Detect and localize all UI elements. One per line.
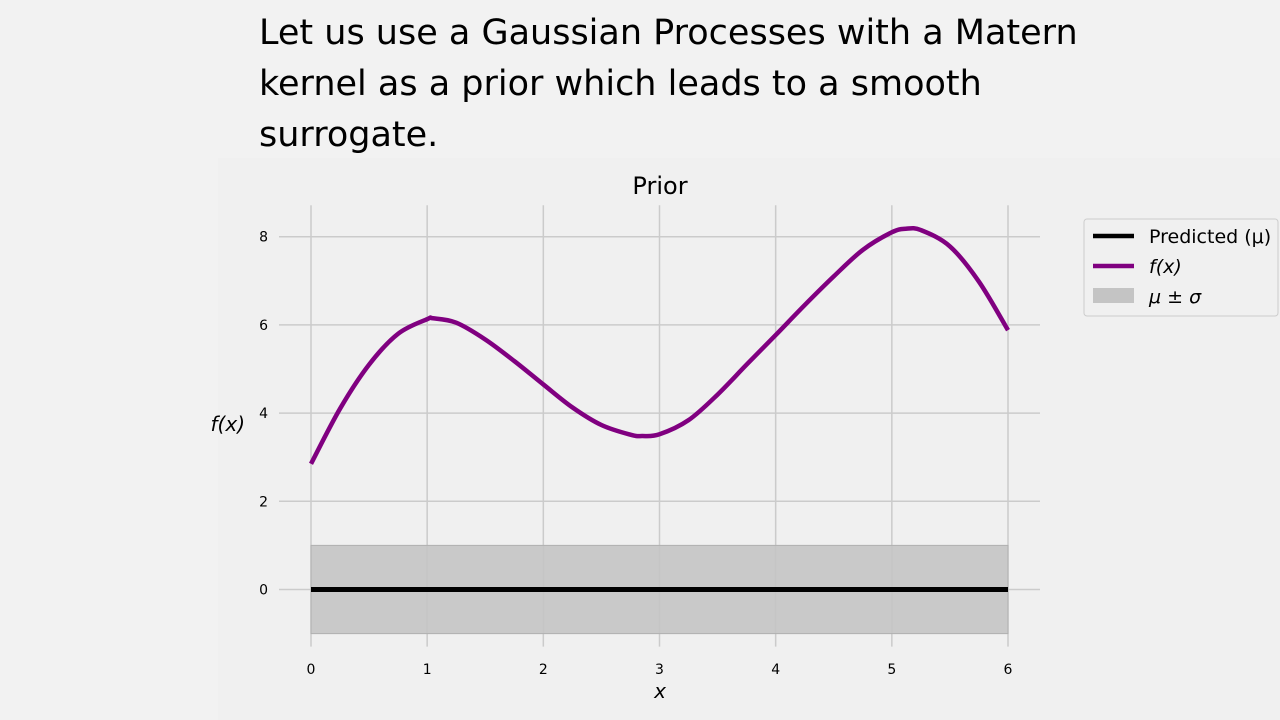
legend-f-label: f(x) — [1149, 256, 1182, 278]
legend: Predicted (μ) f(x) μ ± σ — [1083, 218, 1279, 317]
x-tick-label: 4 — [771, 662, 780, 678]
legend-band-swatch — [1093, 288, 1134, 303]
x-tick-label: 2 — [539, 662, 548, 678]
y-tick-label: 2 — [259, 494, 268, 510]
f-curve — [309, 225, 1010, 465]
x-axis-label: x — [653, 679, 666, 703]
y-tick-label: 0 — [259, 583, 268, 599]
y-tick-label: 6 — [259, 318, 268, 334]
series-layer — [309, 225, 1010, 592]
y-tick-label: 4 — [259, 406, 268, 422]
y-tick-label: 8 — [259, 230, 268, 246]
x-tick-label: 0 — [307, 662, 316, 678]
x-tick-label: 3 — [655, 662, 664, 678]
chart-title: Prior — [632, 172, 687, 200]
slide-headline: Let us use a Gaussian Processes with a M… — [259, 13, 1078, 155]
y-axis-label: f(x) — [211, 412, 245, 436]
legend-predicted-label: Predicted (μ) — [1149, 226, 1271, 248]
x-tick-label: 6 — [1004, 662, 1013, 678]
legend-band-label: μ ± σ — [1148, 286, 1202, 308]
tick-labels: 0 1 2 3 4 5 6 0 2 4 6 8 — [259, 230, 1012, 678]
x-tick-label: 1 — [423, 662, 432, 678]
x-tick-label: 5 — [887, 662, 896, 678]
